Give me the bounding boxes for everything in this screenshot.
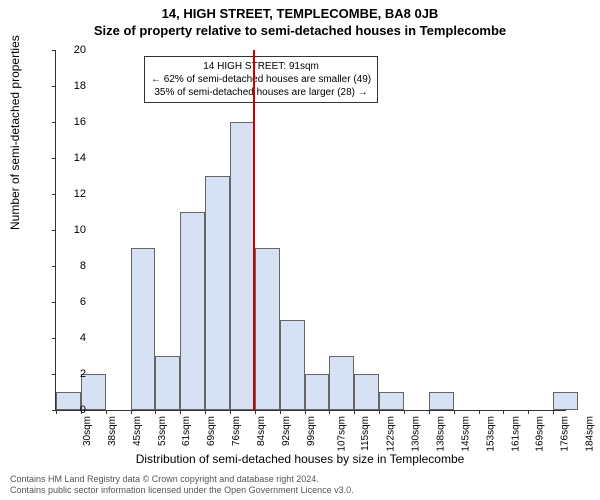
y-tick-label: 20: [56, 44, 86, 56]
annotation-line1: 14 HIGH STREET: 91sqm: [151, 60, 371, 73]
histogram-bar: [429, 392, 454, 410]
x-tick-mark: [454, 410, 455, 414]
x-tick-mark: [305, 410, 306, 414]
annotation-line3: 35% of semi-detached houses are larger (…: [151, 86, 371, 99]
x-tick-label: 161sqm: [510, 416, 521, 452]
x-tick-mark: [255, 410, 256, 414]
x-tick-label: 84sqm: [256, 416, 267, 446]
histogram-bar: [230, 122, 255, 410]
x-tick-label: 30sqm: [82, 416, 93, 446]
x-tick-mark: [155, 410, 156, 414]
x-tick-label: 38sqm: [107, 416, 118, 446]
x-tick-label: 145sqm: [460, 416, 471, 452]
x-tick-label: 169sqm: [535, 416, 546, 452]
x-tick-mark: [106, 410, 107, 414]
x-tick-mark: [429, 410, 430, 414]
histogram-bar: [205, 176, 230, 410]
y-tick-label: 8: [56, 260, 86, 272]
footer-line1: Contains HM Land Registry data © Crown c…: [10, 474, 354, 485]
annotation-box: 14 HIGH STREET: 91sqm ← 62% of semi-deta…: [144, 56, 378, 103]
x-tick-mark: [205, 410, 206, 414]
x-tick-label: 153sqm: [485, 416, 496, 452]
y-tick-label: 18: [56, 80, 86, 92]
histogram-bar: [354, 374, 379, 410]
x-tick-mark: [528, 410, 529, 414]
x-tick-label: 130sqm: [411, 416, 422, 452]
chart-container: 14, HIGH STREET, TEMPLECOMBE, BA8 0JB Si…: [0, 0, 600, 500]
x-tick-mark: [329, 410, 330, 414]
x-tick-label: 76sqm: [231, 416, 242, 446]
x-tick-label: 53sqm: [157, 416, 168, 446]
chart-title-line1: 14, HIGH STREET, TEMPLECOMBE, BA8 0JB: [0, 0, 600, 21]
y-tick-label: 0: [56, 404, 86, 416]
x-tick-label: 107sqm: [336, 416, 347, 452]
y-tick-label: 14: [56, 152, 86, 164]
reference-marker: [253, 50, 255, 410]
x-tick-label: 92sqm: [281, 416, 292, 446]
x-tick-mark: [379, 410, 380, 414]
x-tick-mark: [230, 410, 231, 414]
histogram-bar: [329, 356, 354, 410]
x-tick-mark: [180, 410, 181, 414]
x-tick-mark: [280, 410, 281, 414]
y-tick-label: 12: [56, 188, 86, 200]
x-tick-label: 138sqm: [436, 416, 447, 452]
y-tick-label: 16: [56, 116, 86, 128]
x-tick-label: 61sqm: [181, 416, 192, 446]
x-tick-label: 69sqm: [206, 416, 217, 446]
x-tick-mark: [553, 410, 554, 414]
histogram-bar: [255, 248, 280, 410]
footer-line2: Contains public sector information licen…: [10, 485, 354, 496]
chart-title-line2: Size of property relative to semi-detach…: [0, 21, 600, 38]
histogram-bar: [131, 248, 156, 410]
plot-area: 14 HIGH STREET: 91sqm ← 62% of semi-deta…: [55, 50, 566, 411]
x-tick-label: 99sqm: [306, 416, 317, 446]
x-tick-mark: [354, 410, 355, 414]
histogram-bar: [379, 392, 404, 410]
x-tick-label: 122sqm: [386, 416, 397, 452]
x-tick-label: 184sqm: [585, 416, 596, 452]
x-axis-label: Distribution of semi-detached houses by …: [0, 452, 600, 466]
histogram-bar: [305, 374, 330, 410]
x-tick-label: 115sqm: [360, 416, 371, 451]
y-tick-label: 6: [56, 296, 86, 308]
histogram-bar: [180, 212, 205, 410]
x-tick-label: 45sqm: [132, 416, 143, 446]
histogram-bar: [155, 356, 180, 410]
y-tick-label: 2: [56, 368, 86, 380]
y-tick-label: 10: [56, 224, 86, 236]
x-tick-mark: [131, 410, 132, 414]
x-tick-mark: [404, 410, 405, 414]
y-axis-label: Number of semi-detached properties: [8, 35, 22, 230]
x-tick-mark: [479, 410, 480, 414]
histogram-bar: [553, 392, 578, 410]
x-tick-mark: [503, 410, 504, 414]
footer-attribution: Contains HM Land Registry data © Crown c…: [10, 474, 354, 496]
x-tick-label: 176sqm: [560, 416, 571, 452]
histogram-bar: [280, 320, 305, 410]
annotation-line2: ← 62% of semi-detached houses are smalle…: [151, 73, 371, 86]
y-tick-label: 4: [56, 332, 86, 344]
